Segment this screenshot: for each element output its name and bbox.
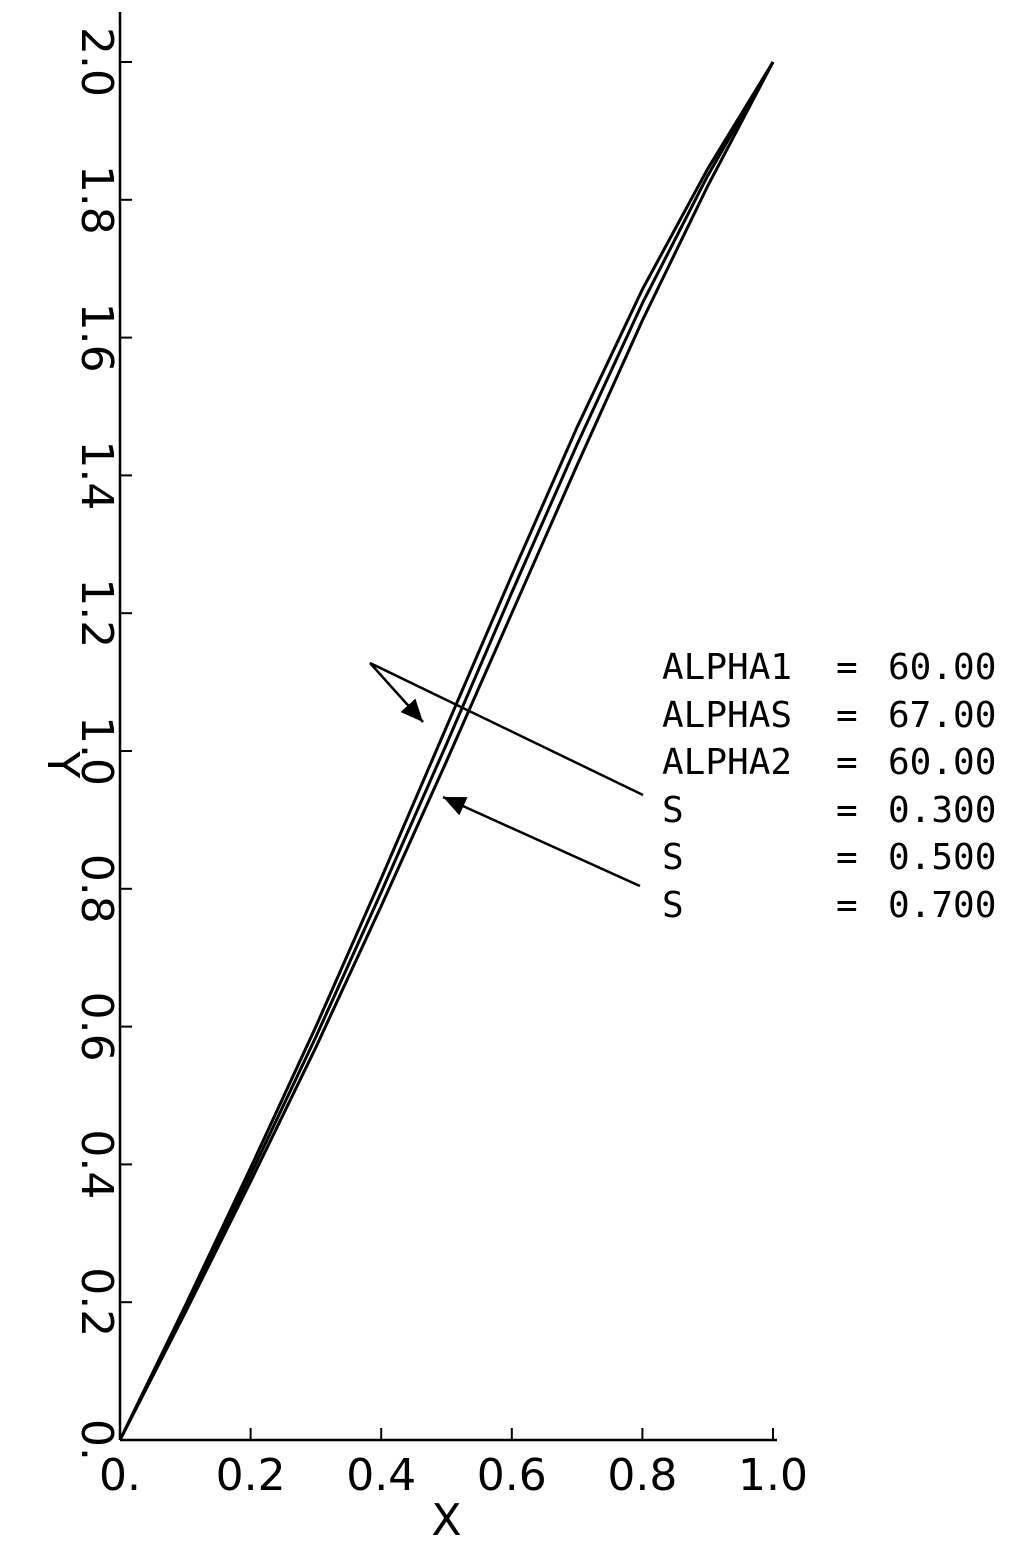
y-tick-label: 0.4	[71, 1129, 122, 1199]
y-tick-label: 0.	[71, 1419, 122, 1461]
y-tick-label: 1.6	[71, 303, 122, 373]
y-tick-label: 1.8	[71, 165, 122, 235]
annotation-equals: =	[836, 837, 858, 878]
series-line-3	[118, 61, 775, 1441]
annotation-label: ALPHAS	[662, 695, 792, 736]
annotation-row: ALPHA2 = 60.00	[662, 742, 996, 783]
annotation-value: 0.500	[888, 837, 996, 878]
annotation-value: 60.00	[888, 647, 996, 688]
y-tick-label: 0.8	[71, 854, 122, 924]
pointer-arrow-s700	[442, 795, 641, 888]
x-tick-label: 1.0	[738, 1450, 808, 1501]
annotation-equals: =	[836, 695, 858, 736]
annotation-label: S	[662, 837, 684, 878]
y-tick-label: 0.6	[71, 992, 122, 1062]
annotation-row: ALPHA1 = 60.00	[662, 647, 996, 688]
series-line-1	[118, 61, 775, 1441]
pointer-line-s300	[369, 661, 644, 797]
y-tick-label: 1.2	[71, 578, 122, 648]
annotation-label: ALPHA1	[662, 647, 792, 688]
x-tick-label: 0.2	[216, 1450, 286, 1501]
annotation-block: ALPHA1 = 60.00 ALPHAS = 67.00 ALPHA2 = 60.00 S = 0.…	[662, 647, 996, 926]
annotation-row: S = 0.700	[662, 885, 996, 926]
ticks: 0. 0.2 0.4 0.6 0.8 1.0 0. 0.2 0.4 0.6 0.8 1.0 1.2 1.4…	[71, 27, 808, 1501]
y-tick-label: 1.0	[71, 716, 122, 786]
x-tick-label: 0.8	[607, 1450, 677, 1501]
annotation-pointers	[369, 661, 644, 888]
x-tick-label: 0.4	[346, 1450, 416, 1501]
x-tick-label: 0.	[99, 1450, 141, 1501]
annotation-equals: =	[836, 647, 858, 688]
annotation-value: 0.300	[888, 790, 996, 831]
annotation-value: 67.00	[888, 695, 996, 736]
y-tick-label: 2.0	[71, 27, 122, 97]
pointer-arrow-s300	[369, 662, 424, 723]
annotation-value: 60.00	[888, 742, 996, 783]
y-axis-label: Y	[37, 750, 88, 778]
annotation-label: ALPHA2	[662, 742, 792, 783]
annotation-label: S	[662, 790, 684, 831]
series-line-2	[118, 61, 775, 1441]
annotation-equals: =	[836, 885, 858, 926]
annotation-label: S	[662, 885, 684, 926]
y-tick-label: 1.4	[71, 440, 122, 510]
annotation-equals: =	[836, 790, 858, 831]
annotation-row: S = 0.300	[662, 790, 996, 831]
axes	[118, 12, 777, 1442]
series-group	[118, 61, 775, 1441]
x-tick-label: 0.6	[477, 1450, 547, 1501]
annotation-row: S = 0.500	[662, 837, 996, 878]
annotation-row: ALPHAS = 67.00	[662, 695, 996, 736]
annotation-equals: =	[836, 742, 858, 783]
x-axis-label: X	[431, 1495, 461, 1545]
y-tick-label: 0.2	[71, 1267, 122, 1337]
annotation-value: 0.700	[888, 885, 996, 926]
